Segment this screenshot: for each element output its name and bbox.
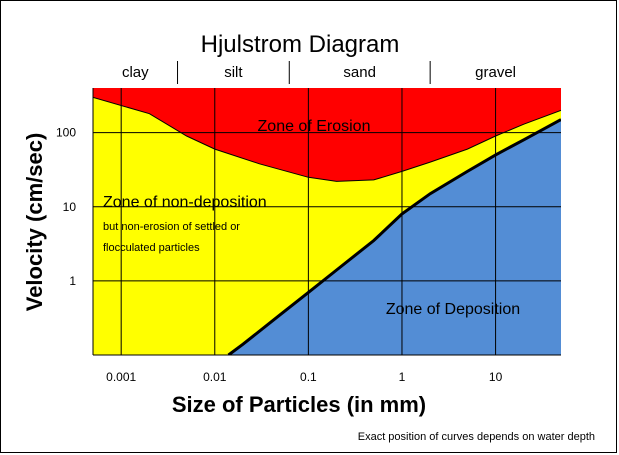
non-deposition-sublabel-2: flocculated particles — [103, 242, 200, 254]
zone-of-non-deposition-area — [93, 97, 561, 355]
chart-title: Hjulstrom Diagram — [201, 31, 400, 58]
x-tick-label: 1 — [399, 370, 406, 384]
x-tick-label: 0.01 — [203, 370, 227, 384]
y-tick-label: 100 — [56, 126, 76, 140]
particle-class-labels: clay silt sand gravel — [122, 61, 516, 84]
x-tick-label: 10 — [489, 370, 503, 384]
particle-class-label: gravel — [475, 64, 516, 81]
plot-area — [93, 88, 561, 355]
particle-class-label: silt — [224, 64, 243, 81]
particle-class-label: sand — [343, 64, 376, 81]
non-deposition-sublabel-1: but non-erosion of settled or — [103, 221, 240, 233]
y-tick-label: 1 — [69, 274, 76, 288]
particle-class-label: clay — [122, 64, 149, 81]
y-tick-labels: 1 10 100 — [56, 126, 76, 288]
zone-of-deposition-label: Zone of Deposition — [386, 301, 520, 318]
zone-of-deposition-area — [228, 119, 561, 355]
x-tick-label: 0.001 — [106, 370, 136, 384]
deposition-curve — [227, 118, 561, 355]
x-tick-label: 0.1 — [300, 370, 317, 384]
zone-of-erosion-area — [93, 88, 561, 182]
x-axis-label: Size of Particles (in mm) — [172, 392, 426, 417]
zone-of-erosion-label: Zone of Erosion — [258, 118, 371, 135]
zone-of-non-deposition-label: Zone of non-deposition — [103, 194, 267, 211]
footnote: Exact position of curves depends on wate… — [358, 431, 595, 443]
y-axis-label: Velocity (cm/sec) — [22, 133, 47, 312]
erosion-curve — [93, 96, 561, 182]
y-tick-label: 10 — [63, 200, 77, 214]
gridlines — [93, 88, 561, 355]
x-tick-labels: 0.001 0.01 0.1 1 10 — [106, 370, 502, 384]
